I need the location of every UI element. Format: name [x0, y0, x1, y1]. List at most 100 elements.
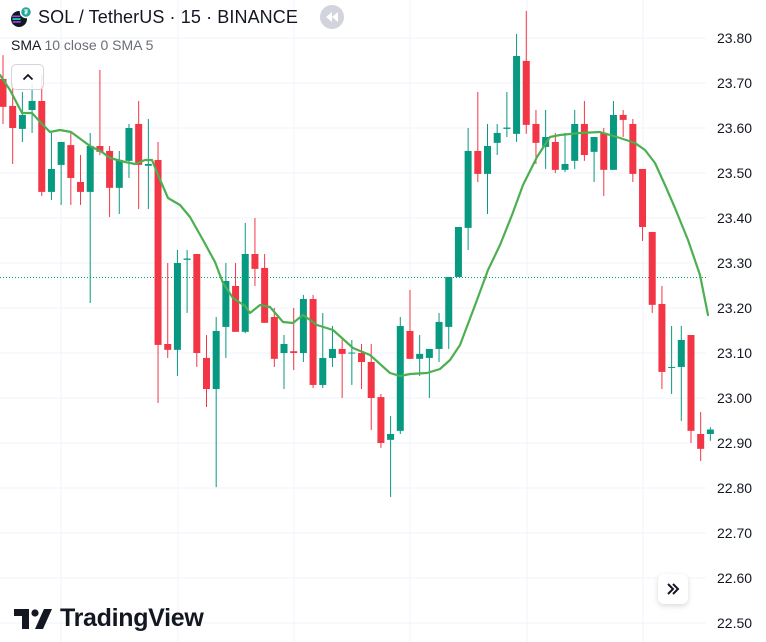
candle — [86, 146, 94, 192]
candle — [571, 123, 579, 161]
candle — [9, 105, 17, 128]
candle — [416, 353, 424, 359]
symbol-title[interactable]: SOL / TetherUS · 15 · BINANCE — [38, 6, 298, 27]
candle — [697, 434, 705, 449]
candle — [18, 114, 26, 129]
price-axis-label: 22.70 — [717, 525, 753, 541]
candle — [164, 344, 172, 350]
candle — [309, 299, 317, 385]
candle — [183, 258, 191, 260]
price-axis-label: 23.50 — [717, 165, 753, 181]
candle — [658, 303, 666, 372]
candle — [135, 123, 143, 165]
price-axis-label: 23.30 — [717, 255, 753, 271]
price-axis-label: 23.00 — [717, 390, 753, 406]
candle — [261, 267, 269, 323]
candle — [222, 281, 230, 327]
candle — [241, 254, 249, 332]
price-axis-label: 23.40 — [717, 210, 753, 226]
candle — [115, 159, 123, 188]
price-axis-label: 23.10 — [717, 345, 753, 361]
candle — [513, 56, 521, 134]
candle — [687, 335, 695, 431]
sma-line — [0, 73, 710, 378]
candle — [396, 326, 404, 431]
price-axis-label: 22.90 — [717, 435, 753, 451]
price-axis-label: 23.20 — [717, 300, 753, 316]
candle — [193, 254, 201, 353]
price-axis-label: 22.50 — [717, 615, 753, 631]
replay-button[interactable] — [320, 5, 344, 29]
candle — [435, 321, 443, 349]
candle — [590, 137, 598, 152]
candle — [551, 141, 559, 170]
candle — [299, 299, 307, 353]
candle — [454, 227, 462, 277]
candle — [212, 330, 220, 389]
candle — [503, 127, 511, 129]
candle — [173, 263, 181, 350]
candle — [67, 145, 75, 178]
candle — [648, 231, 656, 305]
indicator-legend[interactable]: SMA 10 close 0 SMA 5 — [11, 37, 153, 53]
candle — [484, 146, 491, 174]
candle — [47, 168, 55, 192]
candle — [367, 362, 375, 398]
candle — [202, 357, 210, 389]
double-chevron-right-icon — [667, 583, 680, 595]
tradingview-logo[interactable]: TradingView — [14, 604, 204, 633]
candle — [144, 164, 152, 166]
candle — [639, 168, 647, 227]
rewind-icon — [326, 12, 338, 22]
candle — [619, 114, 627, 120]
chevron-up-icon — [22, 73, 33, 81]
candle — [270, 317, 278, 359]
candle — [57, 141, 65, 165]
candle — [328, 348, 336, 358]
candle — [609, 114, 617, 170]
scroll-to-realtime-button[interactable] — [658, 574, 688, 604]
svg-text:₮: ₮ — [24, 10, 29, 17]
candle — [38, 101, 46, 192]
candle — [668, 366, 676, 368]
candle — [522, 60, 530, 125]
candle — [348, 352, 356, 354]
candle — [464, 150, 472, 228]
candle — [0, 78, 7, 107]
solana-coin-icon: ₮ — [10, 5, 33, 28]
candle — [28, 101, 36, 110]
candle — [377, 397, 385, 443]
candle — [677, 339, 685, 367]
collapse-legend-button[interactable] — [11, 64, 44, 90]
candle — [232, 285, 240, 332]
candle — [600, 132, 608, 170]
candle — [532, 123, 540, 143]
candlestick-series — [0, 11, 714, 497]
price-axis-label: 22.80 — [717, 480, 753, 496]
candle — [474, 150, 482, 174]
tradingview-logo-icon — [14, 608, 52, 629]
candle — [629, 123, 637, 174]
candle — [96, 146, 104, 152]
candle — [77, 182, 85, 192]
candle — [319, 357, 327, 385]
candle — [406, 330, 414, 359]
candle — [387, 434, 395, 440]
candle — [251, 254, 259, 269]
candle — [290, 351, 298, 353]
candle — [154, 159, 162, 345]
candle — [445, 276, 453, 327]
chart-header: ₮ SOL / TetherUS · 15 · BINANCE — [10, 5, 298, 29]
price-axis-label: 23.60 — [717, 120, 753, 136]
candle — [280, 344, 288, 353]
candle — [706, 429, 714, 434]
candle — [358, 353, 366, 362]
candle — [493, 132, 501, 143]
candle — [561, 164, 569, 170]
candle — [338, 348, 346, 354]
grid-lines — [0, 0, 706, 642]
indicator-name: SMA — [11, 37, 41, 53]
candle — [106, 150, 114, 188]
price-axis-label: 23.80 — [717, 30, 753, 46]
